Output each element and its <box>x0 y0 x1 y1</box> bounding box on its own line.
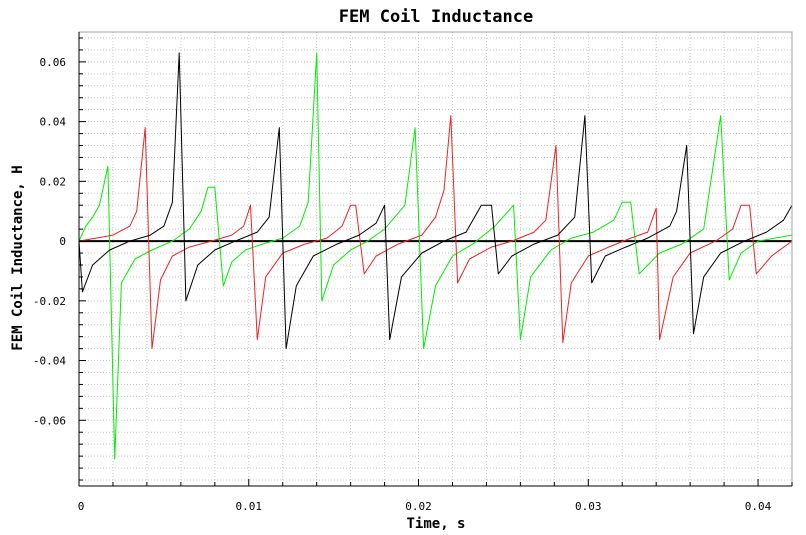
grid <box>78 32 793 486</box>
y-tick-label-5: 0.04 <box>40 116 67 129</box>
plot-frame <box>78 31 793 487</box>
series-line-2 <box>78 52 793 350</box>
tick-labels: 0 0.01 0.02 0.03 0.04 -0.06 -0.04 -0.02 0 0.02 0.0… <box>33 56 772 513</box>
series-line-0 <box>78 52 793 460</box>
y-tick-label-3: 0 <box>59 235 66 248</box>
y-tick-label-4: 0.02 <box>40 175 67 188</box>
axes <box>78 32 793 487</box>
y-tick-label-1: -0.04 <box>33 355 66 368</box>
x-tick-label-2: 0.02 <box>405 500 432 513</box>
chart-title: FEM Coil Inductance <box>339 7 533 27</box>
series-line-1 <box>78 115 793 350</box>
y-tick-label-2: -0.02 <box>33 295 66 308</box>
x-tick-label-1: 0.01 <box>236 500 263 513</box>
y-axis-label: FEM Coil Inductance, H <box>10 165 26 350</box>
y-tick-label-6: 0.06 <box>40 56 67 69</box>
x-axis-label: Time, s <box>406 516 465 532</box>
x-tick-label-3: 0.03 <box>575 500 602 513</box>
series-group <box>78 52 793 460</box>
x-tick-label-0: 0 <box>78 500 85 513</box>
x-tick-label-4: 0.04 <box>745 500 772 513</box>
y-tick-label-0: -0.06 <box>33 414 66 427</box>
